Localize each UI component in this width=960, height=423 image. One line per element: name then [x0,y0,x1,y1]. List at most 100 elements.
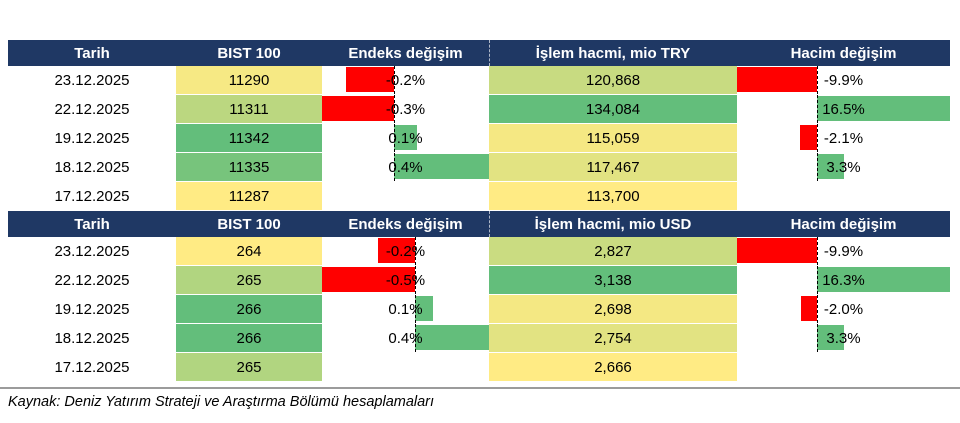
change-bar [393,154,489,179]
endeks-change-value: -0.3% [385,100,426,118]
volume-cell: 2,666 [489,353,737,382]
change-bar [737,238,818,263]
volume-cell: 3,138 [489,266,737,295]
bist-value-cell: 11311 [176,95,322,124]
column-header-tarih: Tarih [74,44,110,62]
change-bar [737,67,817,92]
date-cell: 19.12.2025 [8,124,176,153]
header-divider [489,40,490,66]
zero-axis-line [817,295,819,323]
date-cell: 23.12.2025 [8,237,176,266]
endeks-change-cell: 0.4% [322,324,489,353]
zero-axis-line [817,237,819,265]
zero-axis-line [816,153,818,181]
zero-axis-line [414,324,416,352]
volume-change-cell: 3.3% [737,153,950,182]
table-row: 23.12.2025 11290 -0.2% 120,868 -9.9% [8,66,950,95]
bist-value-cell: 11290 [176,66,322,95]
column-header-hacim: İşlem hacmi, mio TRY [535,44,691,62]
table-row: 23.12.2025 264 -0.2% 2,827 -9.9% [8,237,950,266]
change-bar [322,267,415,292]
bist-value-cell: 266 [176,324,322,353]
volume-change-value: -2.1% [823,129,864,147]
header-divider [489,211,490,237]
endeks-change-value: 0.4% [388,158,423,176]
table-row: 22.12.2025 11311 -0.3% 134,084 16.5% [8,95,950,124]
date-cell: 18.12.2025 [8,153,176,182]
endeks-change-cell [322,353,489,382]
change-bar [345,67,394,92]
table-row: 18.12.2025 11335 0.4% 117,467 3.3% [8,153,950,182]
volume-change-cell: -2.0% [737,295,950,324]
bist-value-cell: 264 [176,237,322,266]
change-bar [801,296,818,321]
volume-cell: 2,698 [489,295,737,324]
column-header-bist: BIST 100 [217,215,281,233]
zero-axis-line [817,266,819,294]
table-row: 18.12.2025 266 0.4% 2,754 3.3% [8,324,950,353]
table-row: 19.12.2025 11342 0.1% 115,059 -2.1% [8,124,950,153]
footer-divider [0,387,960,389]
bist-value-cell: 266 [176,295,322,324]
volume-change-value: 16.5% [822,100,865,118]
endeks-change-cell [322,182,489,211]
column-header-hdeg: Hacim değişim [790,44,897,62]
change-bar [816,154,844,179]
endeks-change-cell: 0.1% [322,124,489,153]
zero-axis-line [393,124,395,152]
column-header-endeks: Endeks değişim [348,44,463,62]
change-bar [393,125,418,150]
endeks-change-cell: -0.2% [322,237,489,266]
volume-change-cell: -2.1% [737,124,950,153]
date-cell: 17.12.2025 [8,353,176,382]
volume-change-cell: 16.5% [737,95,950,124]
change-bar [799,125,817,150]
endeks-change-cell: 0.1% [322,295,489,324]
volume-cell: 120,868 [489,66,737,95]
table-row: 17.12.2025 11287 113,700 [8,182,950,211]
volume-cell: 115,059 [489,124,737,153]
volume-change-cell: 16.3% [737,266,950,295]
endeks-change-value: 0.1% [388,300,423,318]
zero-axis-line [393,95,395,123]
column-header-hacim: İşlem hacmi, mio USD [534,215,692,233]
volume-change-cell: 3.3% [737,324,950,353]
header-row: Tarih BIST 100 Endeks değişim İşlem hacm… [8,40,950,66]
report-table-try: Tarih BIST 100 Endeks değişim İşlem hacm… [8,40,950,211]
endeks-change-cell: 0.4% [322,153,489,182]
endeks-change-value: -0.2% [385,242,426,260]
bist-value-cell: 265 [176,266,322,295]
volume-change-value: 16.3% [822,271,865,289]
bist-value-cell: 11342 [176,124,322,153]
column-header-endeks: Endeks değişim [348,215,463,233]
zero-axis-line [816,124,818,152]
change-bar [816,96,950,121]
endeks-change-value: 0.4% [388,329,423,347]
table-row: 19.12.2025 266 0.1% 2,698 -2.0% [8,295,950,324]
change-bar [414,296,434,321]
date-cell: 22.12.2025 [8,95,176,124]
zero-axis-line [393,66,395,94]
volume-change-cell: -9.9% [737,237,950,266]
zero-axis-line [414,295,416,323]
volume-change-value: 3.3% [826,329,861,347]
endeks-change-value: 0.1% [388,129,423,147]
date-cell: 22.12.2025 [8,266,176,295]
volume-change-cell: -9.9% [737,66,950,95]
volume-change-value: 3.3% [826,158,861,176]
endeks-change-value: -0.2% [385,71,426,89]
bist-value-cell: 11287 [176,182,322,211]
volume-change-value: -9.9% [823,242,864,260]
volume-cell: 117,467 [489,153,737,182]
table-row: 17.12.2025 265 2,666 [8,353,950,382]
zero-axis-line [393,153,395,181]
volume-change-cell [737,353,950,382]
zero-axis-line [414,266,416,294]
change-bar [322,96,394,121]
change-bar [817,325,845,350]
source-note: Kaynak: Deniz Yatırım Strateji ve Araştı… [8,394,435,410]
zero-axis-line [816,95,818,123]
volume-change-value: -2.0% [823,300,864,318]
bist-value-cell: 265 [176,353,322,382]
column-header-tarih: Tarih [74,215,110,233]
